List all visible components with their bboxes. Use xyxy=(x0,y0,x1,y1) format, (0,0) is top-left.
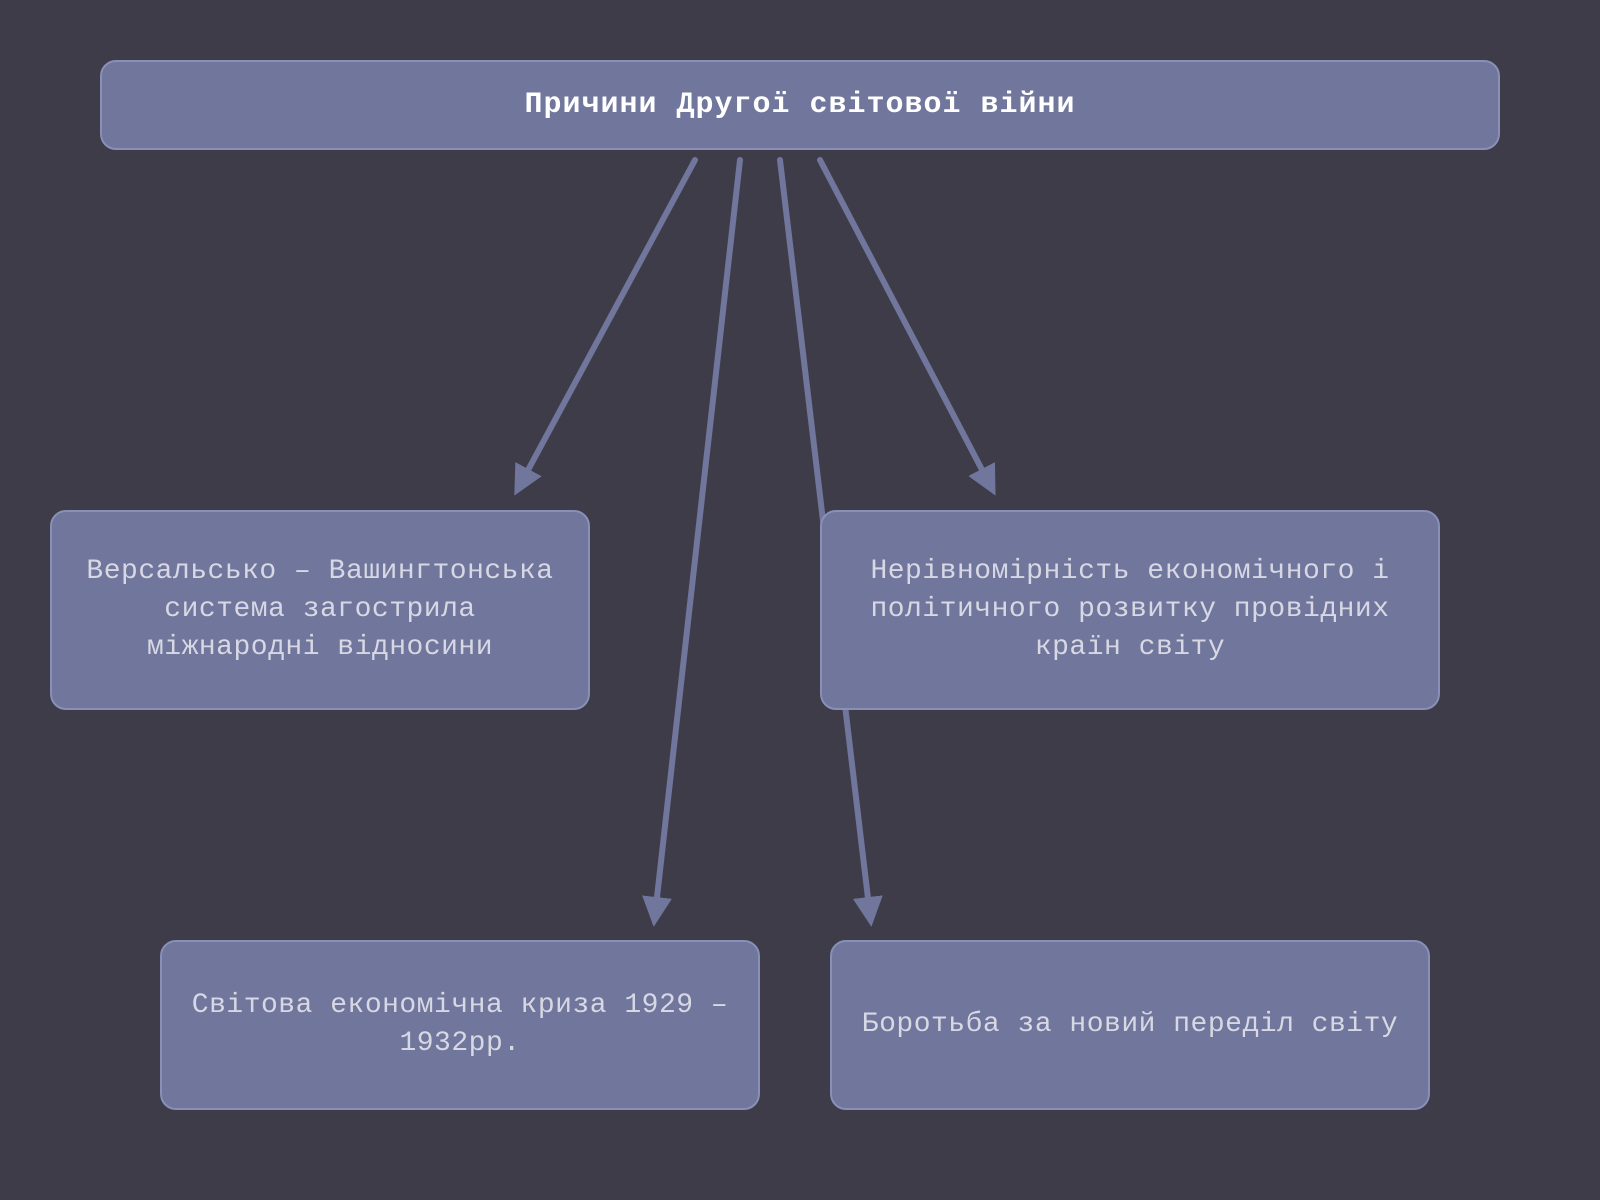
diagram-node-label: Нерівномірність економічного і політично… xyxy=(842,553,1418,666)
diagram-node-root: Причини Другої світової війни xyxy=(100,60,1500,150)
diagram-edge-2 xyxy=(655,160,740,915)
diagram-node-label: Версальсько – Вашингтонська система заго… xyxy=(72,553,568,666)
diagram-node-child-1: Нерівномірність економічного і політично… xyxy=(820,510,1440,710)
diagram-node-label: Світова економічна криза 1929 – 1932рр. xyxy=(182,987,738,1063)
diagram-edge-0 xyxy=(520,160,695,485)
diagram-node-child-2: Світова економічна криза 1929 – 1932рр. xyxy=(160,940,760,1110)
diagram-node-label: Причини Другої світової війни xyxy=(524,88,1075,122)
diagram-node-child-3: Боротьба за новий переділ світу xyxy=(830,940,1430,1110)
diagram-node-label: Боротьба за новий переділ світу xyxy=(862,1006,1398,1044)
diagram-edge-1 xyxy=(820,160,990,485)
diagram-node-child-0: Версальсько – Вашингтонська система заго… xyxy=(50,510,590,710)
